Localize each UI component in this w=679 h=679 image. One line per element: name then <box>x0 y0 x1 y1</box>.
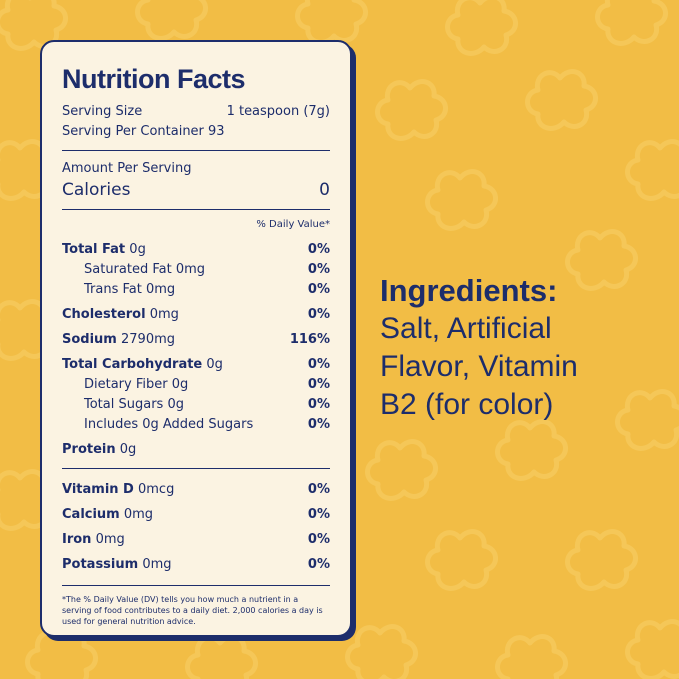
nutrient-amount: 0mg <box>175 262 206 277</box>
divider <box>62 209 330 210</box>
nutrient-row-calcium: Calcium 0mg 0% <box>62 502 330 527</box>
nutrient-amount: 0g <box>171 377 189 392</box>
divider <box>62 585 330 586</box>
nutrition-facts-panel: Nutrition Facts Serving Size 1 teaspoon … <box>40 40 352 637</box>
nutrient-name: Vitamin D <box>62 482 134 497</box>
calories-value: 0 <box>319 180 330 200</box>
ingredients-section: Ingredients: Salt, Artificial Flavor, Vi… <box>380 272 670 424</box>
daily-value-footnote: *The % Daily Value (DV) tells you how mu… <box>62 595 323 626</box>
nutrient-dv: 0% <box>307 397 330 412</box>
serving-size-value: 1 teaspoon (7g) <box>226 104 330 119</box>
nutrient-amount: 0g <box>119 442 137 457</box>
nutrient-amount: 0mcg <box>138 482 175 497</box>
nutrient-row-total-sugars: Total Sugars 0g 0% <box>62 395 330 415</box>
nutrient-name: Includes 0g Added Sugars <box>84 417 254 432</box>
nutrient-row-trans-fat: Trans Fat 0mg 0% <box>62 280 330 300</box>
nutrient-dv: 0% <box>307 377 330 392</box>
nutrient-name: Trans Fat <box>84 282 142 297</box>
nutrient-amount: 0mg <box>123 507 154 522</box>
divider <box>62 468 330 469</box>
calories-label: Calories <box>62 180 131 200</box>
nutrient-dv: 0% <box>307 417 330 432</box>
nutrient-amount: 0g <box>129 242 146 257</box>
nutrient-name: Total Fat <box>62 242 126 257</box>
nutrient-name: Iron <box>62 532 92 547</box>
nutrient-amount: 0mg <box>145 282 176 297</box>
nutrient-name: Saturated Fat <box>84 262 172 277</box>
nutrient-amount: 2790mg <box>121 332 175 347</box>
nutrient-name: Protein <box>62 442 116 457</box>
nutrient-name: Potassium <box>62 557 139 572</box>
nutrient-amount: 0g <box>167 397 184 412</box>
serving-size-row: Serving Size 1 teaspoon (7g) <box>62 102 330 122</box>
amount-per-serving-label: Amount Per Serving <box>62 161 192 176</box>
nutrient-name: Sodium <box>62 332 117 347</box>
vitamins-minerals-section: Vitamin D 0mcg 0% Calcium 0mg 0% Iron 0m… <box>62 477 330 577</box>
daily-value-header: % Daily Value* <box>62 218 330 232</box>
nutrition-facts-title: Nutrition Facts <box>62 64 246 94</box>
nutrient-row-sodium: Sodium 2790mg 116% <box>62 330 330 350</box>
servings-per-container: Serving Per Container 93 <box>62 124 225 139</box>
divider <box>62 150 330 151</box>
nutrient-row-total-carbohydrate: Total Carbohydrate 0g 0% <box>62 355 330 375</box>
ingredients-text: Salt, Artificial Flavor, Vitamin B2 (for… <box>380 312 578 421</box>
nutrient-dv: 0% <box>307 282 330 297</box>
nutrient-row-vitamin-d: Vitamin D 0mcg 0% <box>62 477 330 502</box>
nutrient-row-dietary-fiber: Dietary Fiber 0g 0% <box>62 375 330 395</box>
amount-per-serving-row: Amount Per Serving <box>62 159 330 179</box>
nutrient-amount: 0mg <box>142 557 172 572</box>
nutrient-dv: 0% <box>307 482 330 497</box>
nutrient-name: Dietary Fiber <box>84 377 168 392</box>
calories-row: Calories 0 <box>62 179 330 201</box>
nutrient-amount: 0mg <box>149 307 179 322</box>
nutrient-amount: 0g <box>206 357 223 372</box>
servings-per-container-row: Serving Per Container 93 <box>62 122 330 142</box>
ingredients-title: Ingredients: <box>380 273 558 308</box>
nutrient-row-saturated-fat: Saturated Fat 0mg 0% <box>62 260 330 280</box>
nutrient-dv: 0% <box>307 557 330 572</box>
nutrient-dv: 116% <box>289 332 330 347</box>
nutrient-row-potassium: Potassium 0mg 0% <box>62 552 330 577</box>
daily-value-header-label: % Daily Value* <box>256 219 330 230</box>
serving-size-label: Serving Size <box>62 104 143 119</box>
nutrient-name: Cholesterol <box>62 307 146 322</box>
nutrient-row-added-sugars: Includes 0g Added Sugars 0% <box>62 415 330 435</box>
nutrient-dv: 0% <box>307 262 330 277</box>
nutrient-dv: 0% <box>307 242 330 257</box>
nutrient-amount: 0mg <box>95 532 125 547</box>
nutrient-row-total-fat: Total Fat 0g 0% <box>62 240 330 260</box>
nutrient-name: Total Sugars <box>84 397 164 412</box>
nutrient-row-iron: Iron 0mg 0% <box>62 527 330 552</box>
nutrient-name: Calcium <box>62 507 120 522</box>
nutrient-row-cholesterol: Cholesterol 0mg 0% <box>62 305 330 325</box>
nutrient-dv: 0% <box>307 532 330 547</box>
nutrient-name: Total Carbohydrate <box>62 357 203 372</box>
nutrient-dv: 0% <box>307 357 330 372</box>
nutrient-dv: 0% <box>307 307 330 322</box>
nutrient-dv: 0% <box>307 507 330 522</box>
nutrient-row-protein: Protein 0g <box>62 440 330 460</box>
